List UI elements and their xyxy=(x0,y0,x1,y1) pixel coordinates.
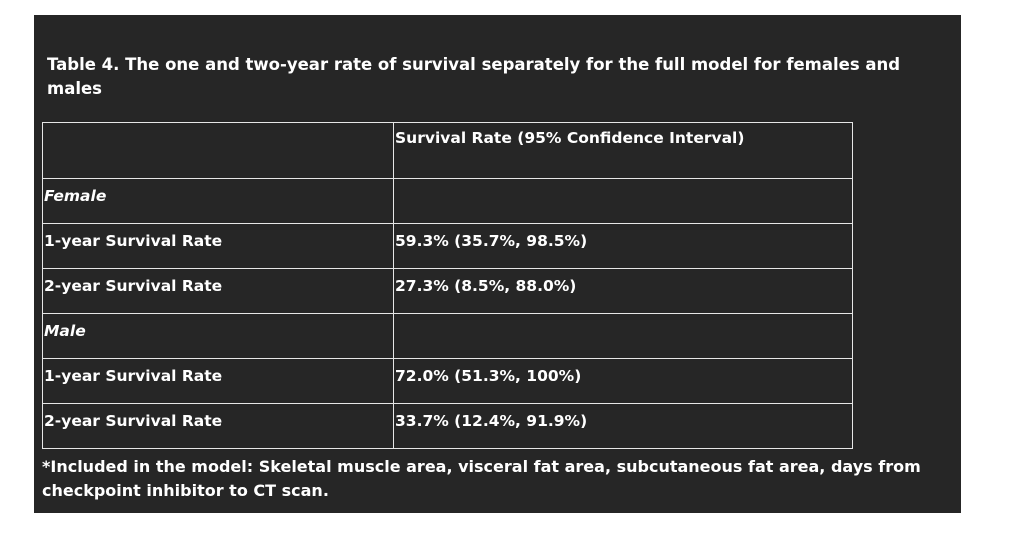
table-row: 1-year Survival Rate 59.3% (35.7%, 98.5%… xyxy=(42,223,853,269)
row-label: 1-year Survival Rate xyxy=(42,223,394,269)
table-title: Table 4. The one and two-year rate of su… xyxy=(47,55,901,98)
group-label-male: Male xyxy=(42,313,394,359)
table-footnote: *Included in the model: Skeletal muscle … xyxy=(42,457,921,500)
row-value: 72.0% (51.3%, 100%) xyxy=(393,358,853,404)
row-label: 1-year Survival Rate xyxy=(42,358,394,404)
row-value: 59.3% (35.7%, 98.5%) xyxy=(393,223,853,269)
group-row-male: Male xyxy=(42,313,853,359)
group-empty-cell xyxy=(393,178,853,224)
row-value: 27.3% (8.5%, 88.0%) xyxy=(393,268,853,314)
group-label-female: Female xyxy=(42,178,394,224)
row-label: 2-year Survival Rate xyxy=(42,403,394,449)
table-header-row: Survival Rate (95% Confidence Interval) xyxy=(42,122,853,179)
table-row: 1-year Survival Rate 72.0% (51.3%, 100%) xyxy=(42,358,853,404)
header-cell-survival-rate: Survival Rate (95% Confidence Interval) xyxy=(393,122,853,179)
row-value: 33.7% (12.4%, 91.9%) xyxy=(393,403,853,449)
document-panel: Table 4. The one and two-year rate of su… xyxy=(34,15,961,513)
header-cell-empty xyxy=(42,122,394,179)
table-row: 2-year Survival Rate 27.3% (8.5%, 88.0%) xyxy=(42,268,853,314)
survival-table: Survival Rate (95% Confidence Interval) … xyxy=(42,122,853,449)
group-row-female: Female xyxy=(42,178,853,224)
table-row: 2-year Survival Rate 33.7% (12.4%, 91.9%… xyxy=(42,403,853,449)
row-label: 2-year Survival Rate xyxy=(42,268,394,314)
group-empty-cell xyxy=(393,313,853,359)
